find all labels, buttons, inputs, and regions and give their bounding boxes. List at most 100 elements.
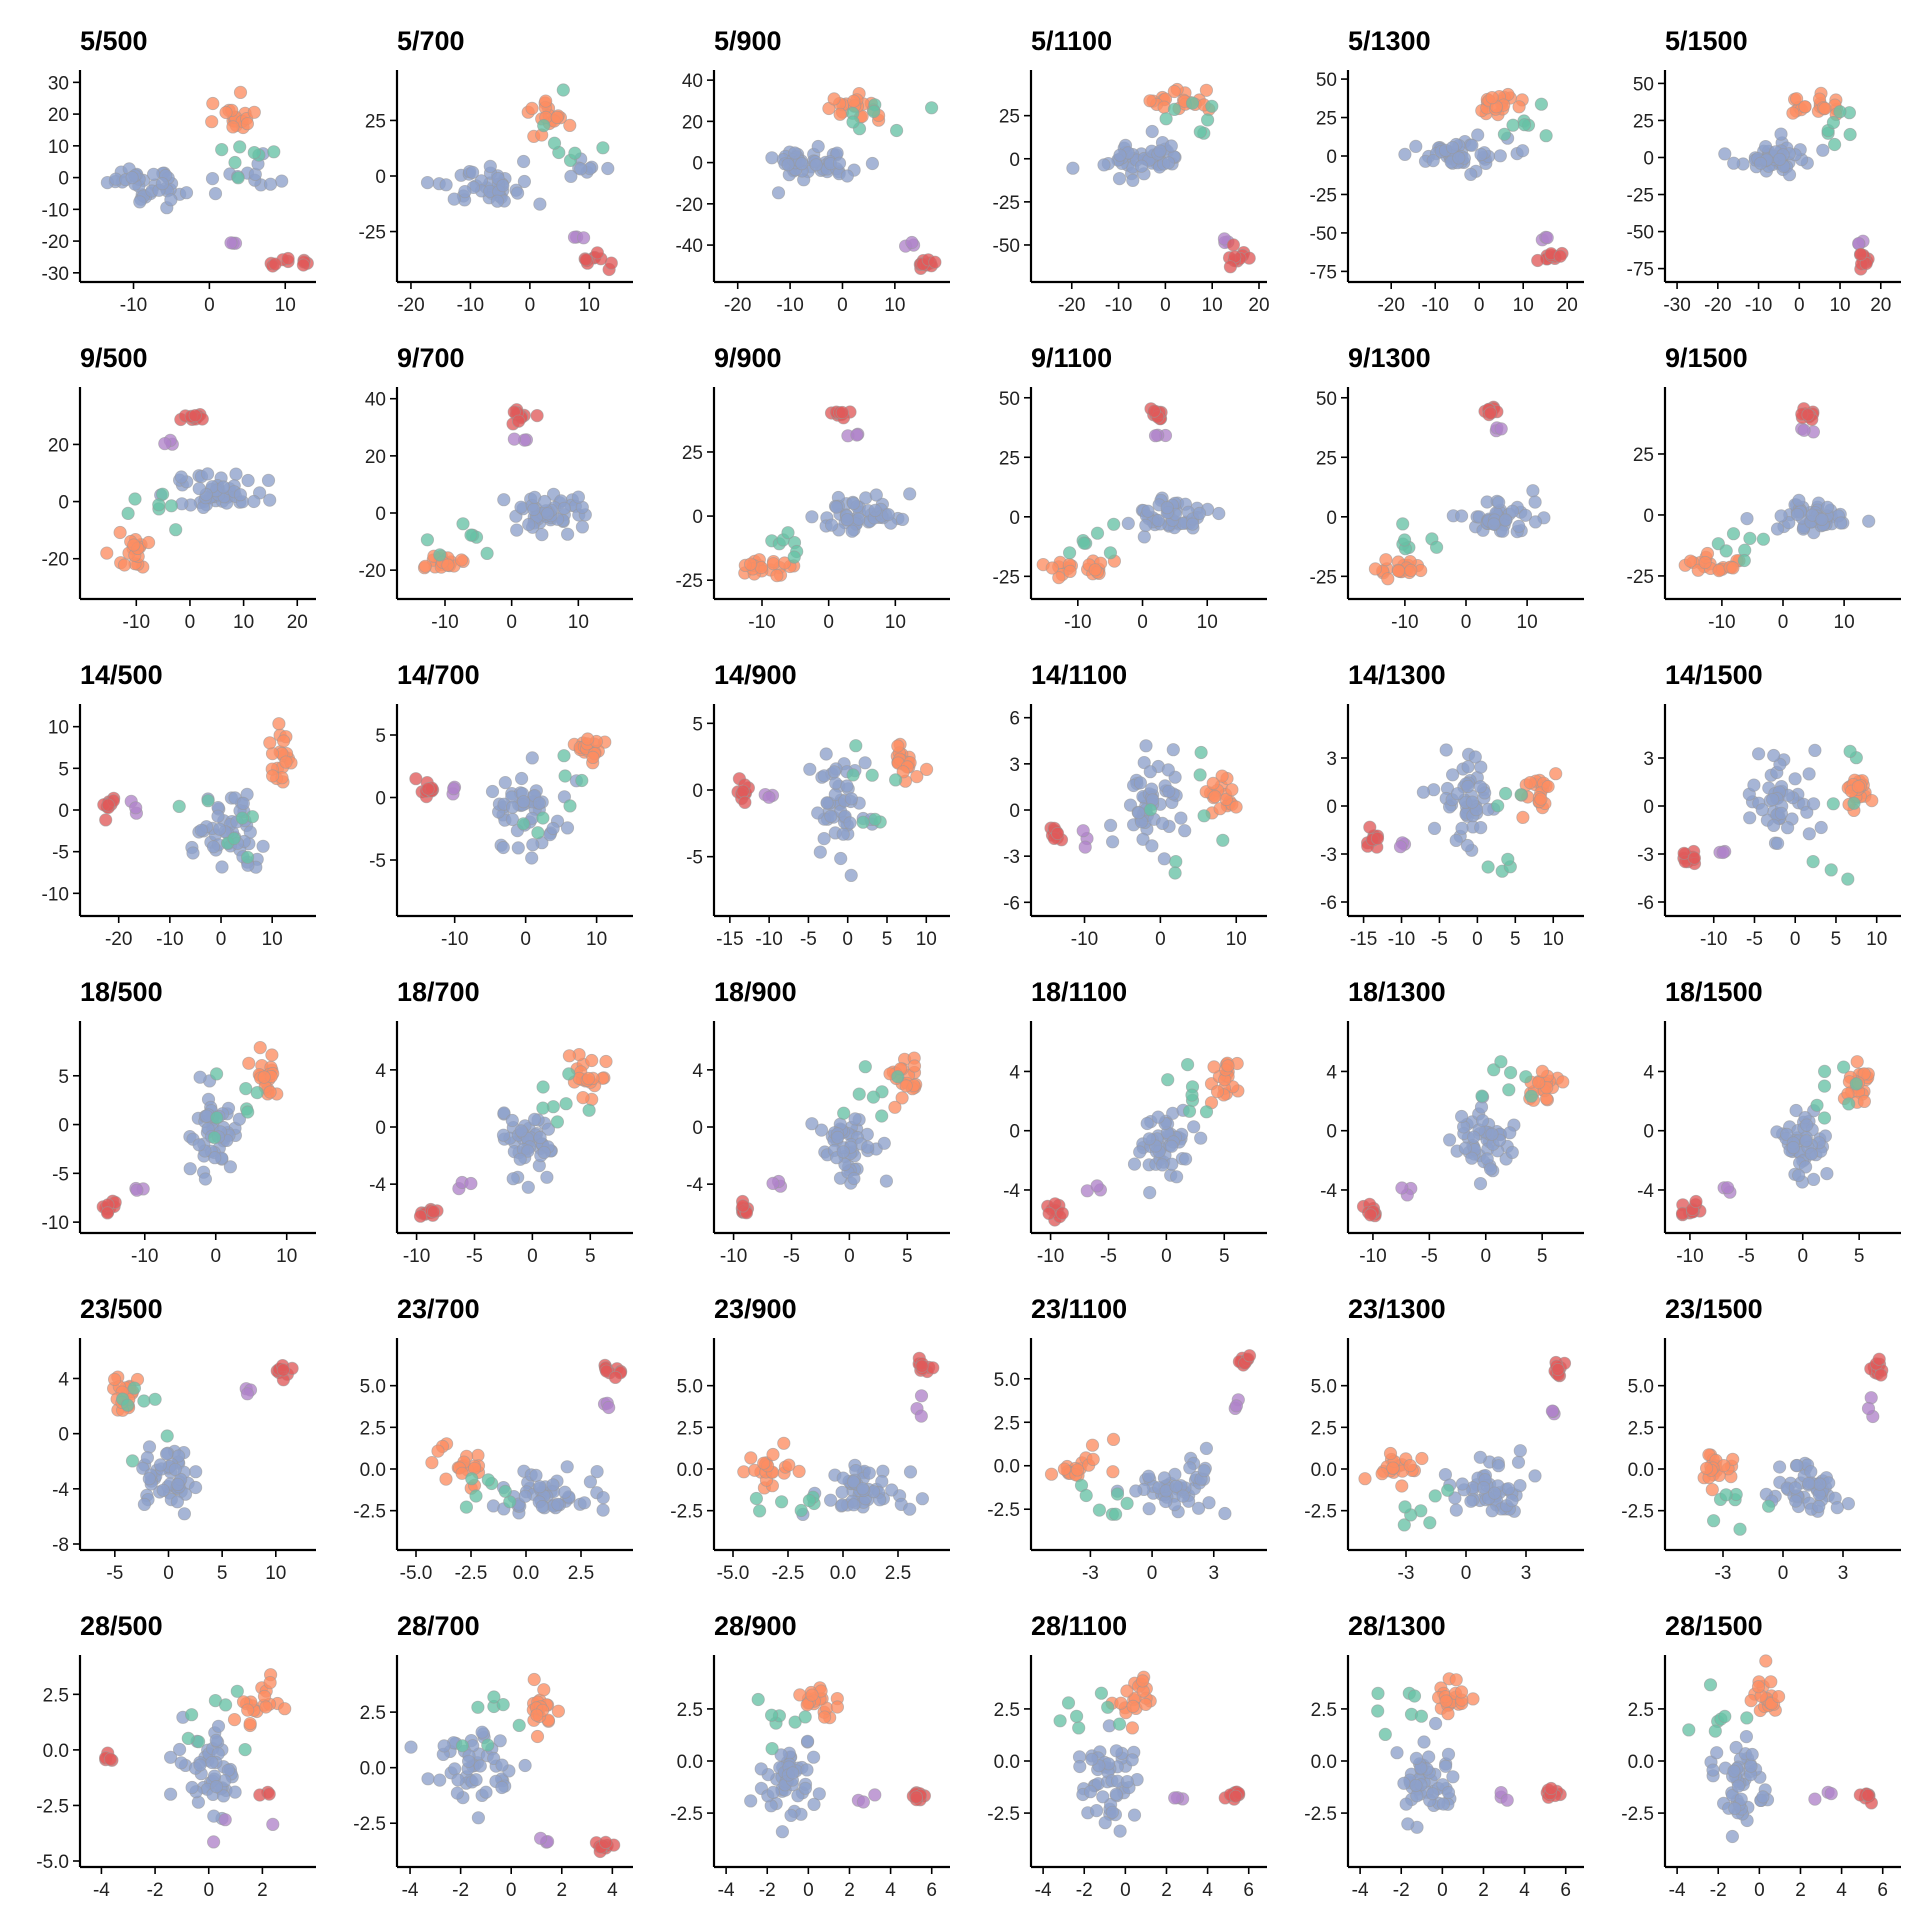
data-point: [194, 823, 208, 837]
data-point: [563, 799, 577, 813]
data-point: [885, 1483, 899, 1497]
panel-title: 28/500: [80, 1611, 163, 1641]
data-point: [247, 105, 261, 119]
data-point: [862, 1466, 876, 1480]
data-point: [835, 405, 849, 420]
data-point: [1505, 1145, 1519, 1160]
data-point: [1843, 127, 1857, 142]
data-point: [1756, 1790, 1770, 1804]
data-point: [158, 436, 172, 451]
data-point: [1409, 1751, 1424, 1766]
scatter-panel: 23/700 -5.0 -2.5 0.0 2.5 -2.5 0.0 2.5 5.0: [353, 1294, 633, 1584]
y-tick-label: 25: [1316, 448, 1337, 469]
data-point: [223, 1160, 237, 1174]
data-point: [1090, 526, 1105, 540]
y-tick-label: 0: [375, 167, 386, 188]
data-point: [164, 499, 178, 513]
data-point: [1801, 408, 1815, 422]
data-point: [903, 1502, 917, 1516]
data-point: [824, 518, 839, 532]
data-point: [1428, 1489, 1442, 1503]
data-point: [1497, 127, 1512, 141]
data-point: [1072, 1721, 1086, 1735]
scatter-panel: 18/1500 -10 -5 0 5 -4 0 4: [1637, 977, 1901, 1267]
data-point: [586, 750, 600, 765]
data-point: [914, 1409, 928, 1423]
data-point: [263, 493, 277, 507]
data-point: [1526, 484, 1540, 498]
data-point: [1426, 1787, 1440, 1801]
data-point: [1242, 1349, 1257, 1363]
data-point: [532, 796, 546, 810]
data-point: [479, 1785, 493, 1799]
data-point: [1751, 1680, 1766, 1694]
data-point: [1143, 94, 1157, 108]
y-tick-label: 4: [692, 1061, 703, 1082]
data-point: [805, 1117, 819, 1131]
data-point: [475, 1725, 489, 1739]
data-point: [1491, 799, 1505, 813]
x-tick-label: 3: [1838, 1563, 1849, 1584]
data-point: [147, 167, 161, 181]
y-tick-label: 0: [58, 801, 69, 822]
data-point: [1449, 1503, 1463, 1517]
data-point: [100, 1206, 115, 1220]
data-point: [1199, 1105, 1214, 1119]
x-tick-label: 20: [1248, 295, 1269, 316]
data-point: [1142, 1132, 1156, 1146]
data-point: [1747, 778, 1761, 792]
data-point: [1165, 1139, 1179, 1153]
data-point: [192, 481, 206, 496]
panel-title: 23/900: [714, 1294, 797, 1324]
data-point: [447, 192, 461, 206]
x-tick-label: 0: [844, 1246, 855, 1267]
data-point: [1417, 1735, 1431, 1749]
data-point: [250, 1086, 264, 1100]
x-tick-label: 0: [506, 1880, 517, 1901]
data-point: [1395, 1479, 1409, 1493]
x-tick-label: -10: [1700, 929, 1727, 950]
data-point: [128, 492, 142, 506]
data-point: [496, 1128, 511, 1142]
y-tick-label: 20: [48, 435, 69, 456]
data-point: [835, 1485, 849, 1499]
y-tick-label: 3: [1643, 749, 1654, 770]
data-point: [1136, 1674, 1150, 1688]
data-point: [1086, 1452, 1100, 1467]
data-point: [538, 494, 552, 509]
data-point: [1105, 1805, 1120, 1819]
data-point: [1106, 1465, 1120, 1479]
y-tick-label: -20: [359, 561, 386, 582]
x-tick-label: 10: [1834, 612, 1855, 633]
x-tick-label: -10: [1745, 295, 1772, 316]
data-point: [1151, 513, 1165, 528]
y-tick-label: 20: [48, 105, 69, 126]
data-point: [1407, 1689, 1422, 1703]
data-point: [1057, 1462, 1072, 1476]
data-point: [806, 1750, 821, 1764]
x-tick-label: -4: [93, 1880, 110, 1901]
data-point: [856, 1482, 870, 1496]
data-point: [1703, 1678, 1718, 1692]
data-point: [1133, 1145, 1147, 1159]
data-point: [1792, 493, 1806, 507]
x-tick-label: 0: [837, 295, 848, 316]
data-point: [1193, 768, 1207, 782]
x-tick-label: -5: [1100, 1246, 1117, 1267]
x-tick-label: -10: [1037, 1246, 1064, 1267]
data-point: [881, 507, 895, 522]
data-point: [1808, 1792, 1822, 1806]
data-point: [1804, 1147, 1819, 1161]
data-point: [1205, 99, 1219, 113]
x-tick-label: -10: [776, 295, 803, 316]
data-point: [1728, 1801, 1742, 1816]
data-point: [852, 512, 866, 526]
data-point: [1126, 173, 1140, 187]
data-point: [1519, 1070, 1533, 1084]
data-point: [1493, 149, 1507, 163]
data-point: [541, 507, 555, 521]
x-tick-label: 20: [1557, 295, 1578, 316]
data-point: [1409, 139, 1423, 153]
data-point: [471, 1811, 485, 1825]
panel-title: 18/500: [80, 977, 163, 1007]
